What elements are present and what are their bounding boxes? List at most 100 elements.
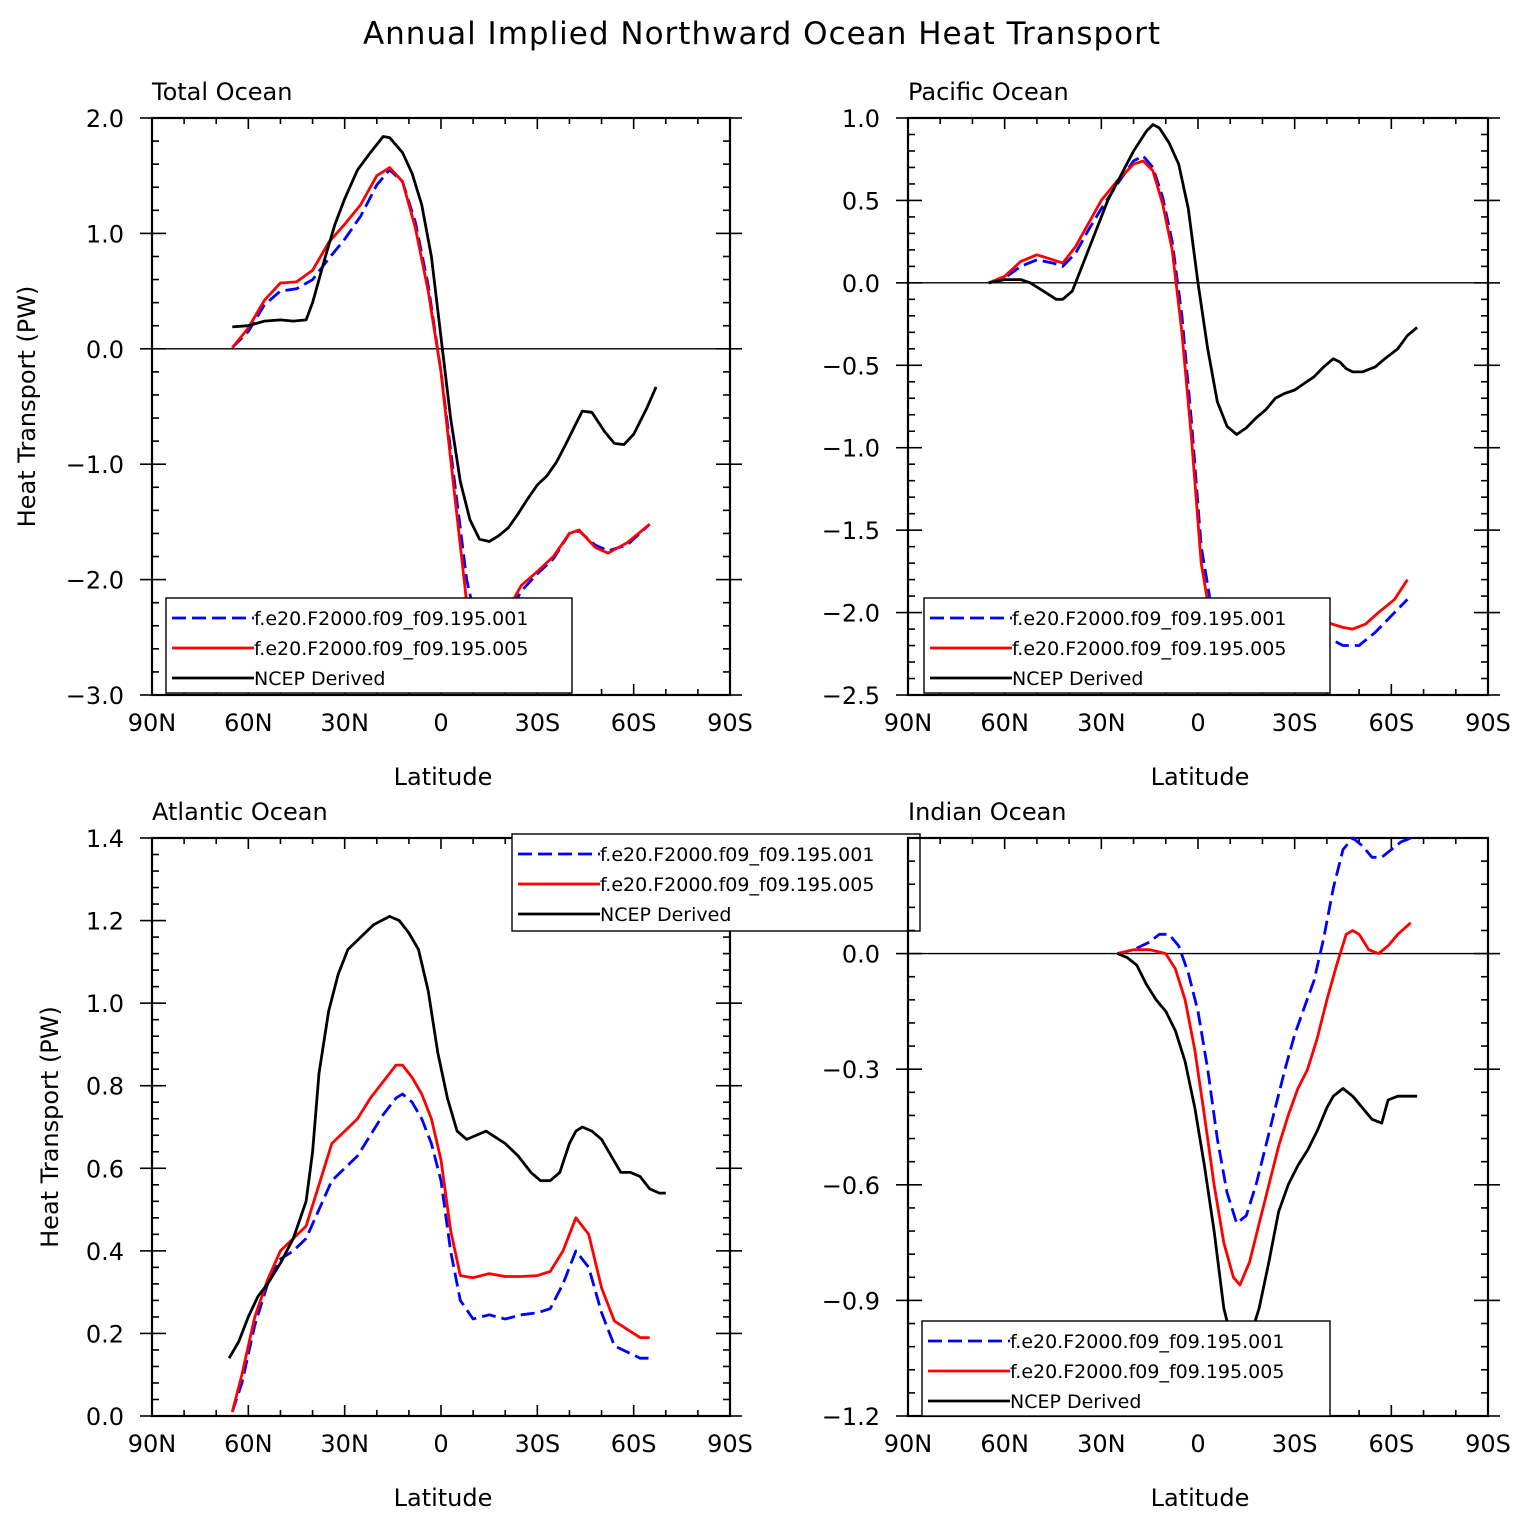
y-tick-label: −1.5 — [822, 517, 880, 545]
y-tick-label: 1.0 — [842, 105, 880, 133]
x-tick-label: 60S — [1368, 1430, 1414, 1458]
y-tick-label: 2.0 — [86, 105, 124, 133]
x-tick-label: 60S — [611, 709, 657, 737]
x-tick-label: 90S — [707, 709, 753, 737]
y-tick-label: 0.6 — [86, 1155, 124, 1183]
legend: f.e20.F2000.f09_f09.195.001 f.e20.F2000.f… — [923, 597, 1331, 694]
y-tick-label: −0.6 — [822, 1172, 880, 1200]
y-tick-label: 0.8 — [86, 1073, 124, 1101]
legend-label-1: f.e20.F2000.f09_f09.195.001 — [1010, 1331, 1284, 1353]
legend-label-3: NCEP Derived — [1012, 668, 1143, 690]
x-tick-label: 90S — [1465, 1430, 1511, 1458]
x-tick-label: 90S — [707, 1430, 753, 1458]
y-tick-label: 1.2 — [86, 908, 124, 936]
figure-title: Annual Implied Northward Ocean Heat Tran… — [363, 16, 1161, 52]
series-line-1 — [1117, 836, 1412, 1225]
x-tick-label: 30S — [1272, 709, 1318, 737]
y-tick-label: 1.4 — [86, 825, 124, 853]
panel-top-right: 90N 60N 30N 0 30S 60S 90S 1.0 0.5 0.0 −0.5 −1.0 −1.5… — [822, 78, 1511, 791]
x-tick-label: 30N — [320, 1430, 369, 1458]
series-line-1 — [230, 1092, 650, 1413]
y-tick-label: −2.0 — [822, 600, 880, 628]
x-tick-label: 30N — [320, 709, 369, 737]
y-tick-label: 0.4 — [86, 1238, 124, 1266]
panel-title: Atlantic Ocean — [152, 798, 328, 826]
legend-label-3: NCEP Derived — [600, 904, 731, 926]
series-line-2 — [1117, 921, 1412, 1287]
series-line-2 — [988, 159, 1409, 652]
y-tick-label: 1.0 — [86, 990, 124, 1018]
legend-label-3: NCEP Derived — [1010, 1391, 1141, 1413]
legend-label-1: f.e20.F2000.f09_f09.195.001 — [600, 844, 874, 866]
x-tick-label: 0 — [1190, 1430, 1205, 1458]
x-tick-label: 90S — [1465, 709, 1511, 737]
y-tick-label: −0.3 — [822, 1056, 880, 1084]
x-tick-label: 90N — [128, 709, 177, 737]
x-tick-label: 90N — [884, 1430, 933, 1458]
panel-bottom-right: 90N 60N 30N 0 30S 60S 90S 0.0 −0.3 −0.6 −0.9 −1.2 In… — [822, 798, 1511, 1512]
panel-top-left: 90N 60N 30N 0 30S 60S 90S 2.0 1.0 0.0 −1.0 −2.0 −3.0… — [13, 78, 753, 791]
panel-title: Total Ocean — [151, 78, 292, 106]
legend-label-2: f.e20.F2000.f09_f09.195.005 — [600, 874, 874, 896]
panel-title: Pacific Ocean — [908, 78, 1069, 106]
x-tick-label: 30N — [1077, 1430, 1126, 1458]
y-axis-label: Heat Transport (PW) — [13, 286, 41, 528]
legend: f.e20.F2000.f09_f09.195.001 f.e20.F2000.f… — [165, 597, 573, 694]
y-tick-label: 0.0 — [86, 336, 124, 364]
legend-label-2: f.e20.F2000.f09_f09.195.005 — [1010, 1361, 1284, 1383]
series-line-1 — [231, 168, 651, 645]
x-tick-label: 0 — [433, 1430, 448, 1458]
y-tick-label: −2.5 — [822, 682, 880, 710]
legend-label-2: f.e20.F2000.f09_f09.195.005 — [254, 638, 528, 660]
y-tick-label: −0.5 — [822, 352, 880, 380]
panel-title: Indian Ocean — [908, 798, 1067, 826]
y-tick-label: 1.0 — [86, 220, 124, 248]
x-tick-label: 60N — [980, 709, 1029, 737]
y-tick-label: 0.2 — [86, 1320, 124, 1348]
series-line-3 — [988, 123, 1419, 436]
x-tick-label: 60N — [980, 1430, 1029, 1458]
x-tick-label: 60S — [1368, 709, 1414, 737]
x-tick-label: 90N — [128, 1430, 177, 1458]
legend-label-1: f.e20.F2000.f09_f09.195.001 — [1012, 608, 1286, 630]
y-tick-label: −3.0 — [66, 682, 124, 710]
x-tick-label: 30S — [514, 1430, 560, 1458]
x-axis-label: Latitude — [394, 763, 493, 791]
x-tick-label: 0 — [1190, 709, 1205, 737]
series-line-3 — [232, 135, 658, 543]
y-tick-label: −1.2 — [822, 1403, 880, 1431]
x-tick-label: 60N — [224, 709, 273, 737]
legend: f.e20.F2000.f09_f09.195.001 f.e20.F2000.f… — [921, 1320, 1331, 1417]
y-tick-label: −1.0 — [66, 451, 124, 479]
x-tick-label: 60S — [611, 1430, 657, 1458]
series-line-2 — [231, 166, 651, 665]
y-tick-label: 0.5 — [842, 187, 880, 215]
y-axis-label: Heat Transport (PW) — [36, 1006, 64, 1248]
legend: f.e20.F2000.f09_f09.195.001 f.e20.F2000.f… — [511, 833, 921, 932]
x-axis-label: Latitude — [1151, 1484, 1250, 1512]
y-tick-label: 0.0 — [86, 1403, 124, 1431]
y-tick-label: 0.0 — [842, 270, 880, 298]
x-tick-label: 30S — [1272, 1430, 1318, 1458]
x-tick-label: 0 — [433, 709, 448, 737]
series-line-1 — [988, 154, 1409, 647]
x-tick-label: 90N — [884, 709, 933, 737]
series-line-2 — [230, 1063, 650, 1413]
x-axis-label: Latitude — [394, 1484, 493, 1512]
y-tick-label: −0.9 — [822, 1287, 880, 1315]
series-line-3 — [1116, 952, 1418, 1360]
panels: 90N 60N 30N 0 30S 60S 90S 2.0 1.0 0.0 −1.0 −2.0 −3.0… — [13, 78, 1511, 1512]
legend-label-2: f.e20.F2000.f09_f09.195.005 — [1012, 638, 1286, 660]
panel-bottom-left: 90N 60N 30N 0 30S 60S 90S 1.4 1.2 1.0 0.8 0.6 0.4 0.2… — [36, 798, 921, 1512]
y-tick-label: −2.0 — [66, 567, 124, 595]
series-line-3 — [227, 915, 666, 1359]
x-tick-label: 30S — [514, 709, 560, 737]
y-tick-label: −1.0 — [822, 435, 880, 463]
legend-label-1: f.e20.F2000.f09_f09.195.001 — [254, 608, 528, 630]
x-tick-label: 30N — [1077, 709, 1126, 737]
y-tick-label: 0.0 — [842, 941, 880, 969]
x-axis-label: Latitude — [1151, 763, 1250, 791]
x-tick-label: 60N — [224, 1430, 273, 1458]
legend-label-3: NCEP Derived — [254, 668, 385, 690]
